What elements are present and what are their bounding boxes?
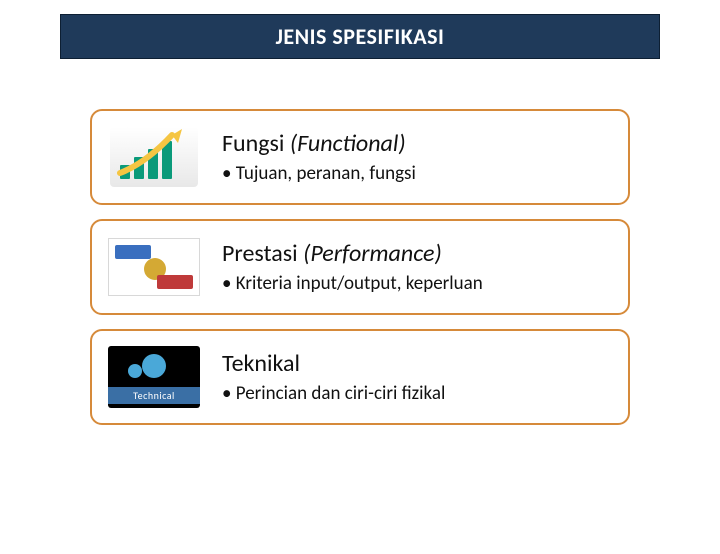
card-sub: • Kriteria input/output, keperluan bbox=[222, 272, 616, 295]
heading-text: Prestasi bbox=[222, 239, 303, 268]
technical-gears-icon: Technical bbox=[104, 341, 204, 413]
card-list: Fungsi (Functional) • Tujuan, peranan, f… bbox=[90, 109, 630, 425]
card-heading: Fungsi (Functional) bbox=[222, 129, 616, 158]
card-teknikal: Technical Teknikal • Perincian dan ciri-… bbox=[90, 329, 630, 425]
card-heading: Teknikal bbox=[222, 349, 616, 378]
card-fungsi: Fungsi (Functional) • Tujuan, peranan, f… bbox=[90, 109, 630, 205]
growth-chart-icon bbox=[104, 121, 204, 193]
heading-italic: (Performance) bbox=[303, 239, 442, 268]
heading-text: Fungsi bbox=[222, 129, 290, 158]
card-sub: • Perincian dan ciri-ciri fizikal bbox=[222, 382, 616, 405]
card-content: Fungsi (Functional) • Tujuan, peranan, f… bbox=[222, 129, 616, 185]
card-content: Teknikal • Perincian dan ciri-ciri fizik… bbox=[222, 349, 616, 405]
card-heading: Prestasi (Performance) bbox=[222, 239, 616, 268]
card-prestasi: Prestasi (Performance) • Kriteria input/… bbox=[90, 219, 630, 315]
card-content: Prestasi (Performance) • Kriteria input/… bbox=[222, 239, 616, 295]
page-title: JENIS SPESIFIKASI bbox=[60, 14, 660, 59]
input-output-icon bbox=[104, 231, 204, 303]
heading-italic: (Functional) bbox=[290, 129, 406, 158]
heading-text: Teknikal bbox=[222, 349, 300, 378]
card-sub: • Tujuan, peranan, fungsi bbox=[222, 162, 616, 185]
